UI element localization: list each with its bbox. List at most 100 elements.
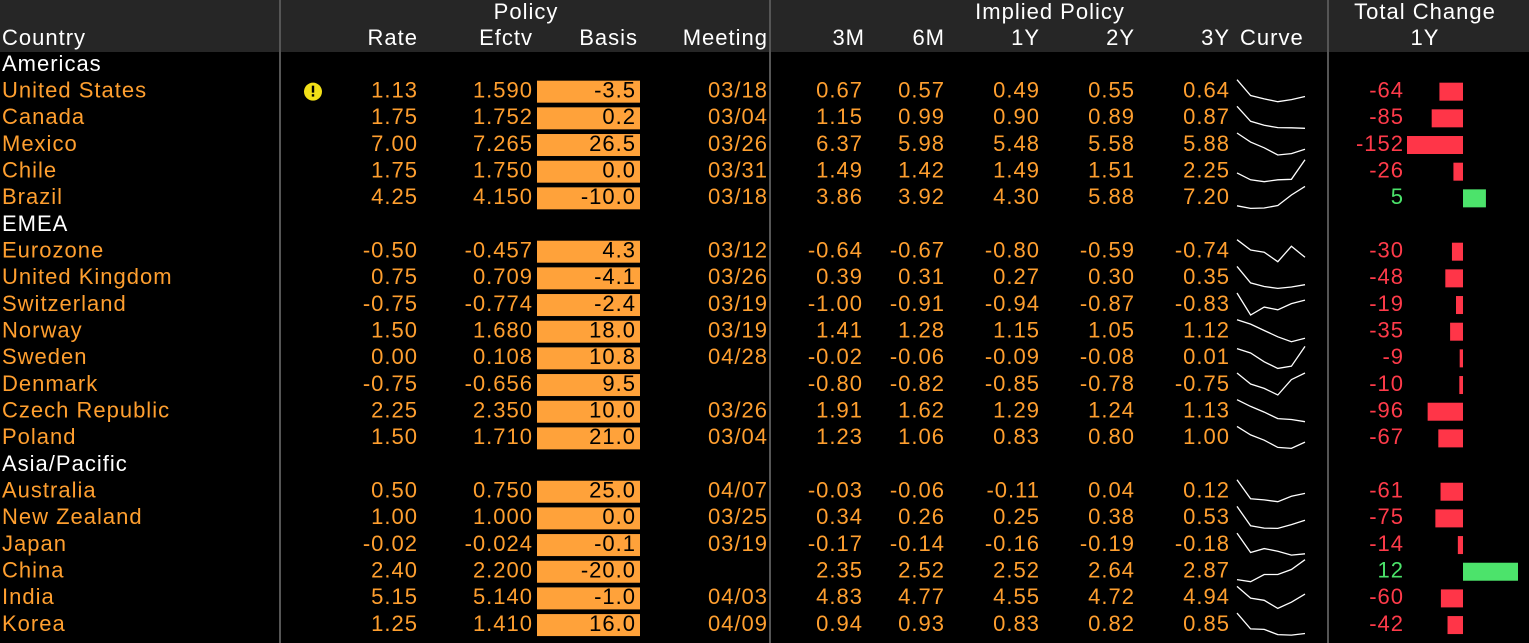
implied-rate: 0.01 bbox=[1183, 344, 1230, 369]
implied-rate: -0.06 bbox=[890, 478, 945, 503]
total-change: -35 bbox=[1369, 318, 1404, 343]
implied-rate: -0.78 bbox=[1080, 371, 1135, 396]
effective-rate: 0.709 bbox=[473, 264, 533, 289]
total-change: -64 bbox=[1369, 77, 1404, 102]
effective-rate: 1.000 bbox=[473, 504, 533, 529]
basis-box bbox=[537, 534, 640, 557]
basis: -10.0 bbox=[581, 184, 636, 209]
group-header: Implied Policy bbox=[975, 0, 1125, 24]
change-bar bbox=[1451, 242, 1463, 261]
total-change: -30 bbox=[1369, 238, 1404, 263]
country: Sweden bbox=[2, 344, 88, 369]
implied-rate: -0.08 bbox=[1080, 344, 1135, 369]
implied-rate: 0.64 bbox=[1183, 77, 1230, 102]
basis-box bbox=[537, 560, 640, 583]
basis-box bbox=[537, 134, 640, 157]
column-header: Curve bbox=[1240, 25, 1304, 50]
total-change: -42 bbox=[1369, 611, 1404, 636]
implied-rate: 4.77 bbox=[898, 584, 945, 609]
effective-rate: 1.410 bbox=[473, 611, 533, 636]
curve bbox=[1236, 159, 1306, 183]
implied-rate: -0.80 bbox=[808, 371, 863, 396]
curve bbox=[1236, 105, 1306, 129]
basis-box bbox=[537, 587, 640, 610]
change-bar bbox=[1456, 296, 1463, 315]
implied-rate: -0.09 bbox=[985, 344, 1040, 369]
column-header: 6M bbox=[912, 25, 945, 50]
basis: -1.0 bbox=[594, 584, 636, 609]
basis: -0.1 bbox=[594, 531, 636, 556]
implied-rate: 4.94 bbox=[1183, 584, 1230, 609]
implied-rate: 0.30 bbox=[1088, 264, 1135, 289]
implied-rate: -1.00 bbox=[808, 291, 863, 316]
implied-rate: -0.87 bbox=[1080, 291, 1135, 316]
implied-rate: 0.80 bbox=[1088, 424, 1135, 449]
rate: 1.00 bbox=[371, 504, 418, 529]
implied-rate: 0.39 bbox=[816, 264, 863, 289]
total-change: -75 bbox=[1369, 504, 1404, 529]
change-bar bbox=[1457, 536, 1463, 555]
effective-rate: -0.457 bbox=[465, 238, 533, 263]
basis-box bbox=[537, 240, 640, 263]
basis: 9.5 bbox=[602, 371, 636, 396]
effective-rate: 1.750 bbox=[473, 157, 533, 182]
section-label: Asia/Pacific bbox=[2, 451, 128, 476]
implied-rate: 5.98 bbox=[898, 131, 945, 156]
total-change: -14 bbox=[1369, 531, 1404, 556]
implied-rate: 1.28 bbox=[898, 318, 945, 343]
total-change: 5 bbox=[1391, 184, 1404, 209]
implied-rate: -0.16 bbox=[985, 531, 1040, 556]
implied-rate: 0.99 bbox=[898, 104, 945, 129]
section-label: Americas bbox=[2, 51, 102, 76]
implied-rate: 4.55 bbox=[993, 584, 1040, 609]
implied-rate: 0.31 bbox=[898, 264, 945, 289]
implied-rate: -0.83 bbox=[1175, 291, 1230, 316]
country: Mexico bbox=[2, 131, 78, 156]
total-change: -48 bbox=[1369, 264, 1404, 289]
implied-rate: 0.57 bbox=[898, 77, 945, 102]
column-header: 3M bbox=[832, 25, 865, 50]
curve bbox=[1236, 612, 1306, 636]
meeting: 03/18 bbox=[708, 184, 768, 209]
implied-rate: 1.91 bbox=[816, 398, 863, 423]
implied-rate: -0.75 bbox=[1175, 371, 1230, 396]
basis-box bbox=[537, 80, 640, 103]
effective-rate: -0.024 bbox=[465, 531, 533, 556]
basis: -2.4 bbox=[594, 291, 636, 316]
curve bbox=[1236, 372, 1306, 396]
implied-rate: -0.80 bbox=[985, 238, 1040, 263]
curve bbox=[1236, 346, 1306, 370]
total-change: -10 bbox=[1369, 371, 1404, 396]
change-bar bbox=[1435, 509, 1463, 528]
change-bar bbox=[1438, 429, 1463, 448]
effective-rate: 0.750 bbox=[473, 478, 533, 503]
country: United Kingdom bbox=[2, 264, 173, 289]
meeting: 03/18 bbox=[708, 77, 768, 102]
meeting: 03/26 bbox=[708, 398, 768, 423]
implied-rate: -0.67 bbox=[890, 238, 945, 263]
rate: 0.50 bbox=[371, 478, 418, 503]
country: United States bbox=[2, 77, 147, 102]
meeting: 04/28 bbox=[708, 344, 768, 369]
basis: 25.0 bbox=[589, 478, 636, 503]
implied-rate: 0.82 bbox=[1088, 611, 1135, 636]
rate: -0.50 bbox=[363, 238, 418, 263]
basis-box bbox=[537, 427, 640, 450]
implied-rate: -0.59 bbox=[1080, 238, 1135, 263]
country: Canada bbox=[2, 104, 85, 129]
change-bar bbox=[1431, 109, 1463, 128]
header-band bbox=[0, 0, 1529, 52]
implied-rate: 0.87 bbox=[1183, 104, 1230, 129]
country: China bbox=[2, 558, 64, 583]
change-bar bbox=[1463, 189, 1486, 208]
country: Chile bbox=[2, 157, 57, 182]
implied-rate: 0.94 bbox=[816, 611, 863, 636]
effective-rate: 2.350 bbox=[473, 398, 533, 423]
meeting: 03/04 bbox=[708, 424, 768, 449]
implied-rate: 1.23 bbox=[816, 424, 863, 449]
basis-box bbox=[537, 400, 640, 423]
meeting: 03/25 bbox=[708, 504, 768, 529]
implied-rate: 0.53 bbox=[1183, 504, 1230, 529]
group-header: Total Change bbox=[1354, 0, 1496, 24]
country: Japan bbox=[2, 531, 67, 556]
